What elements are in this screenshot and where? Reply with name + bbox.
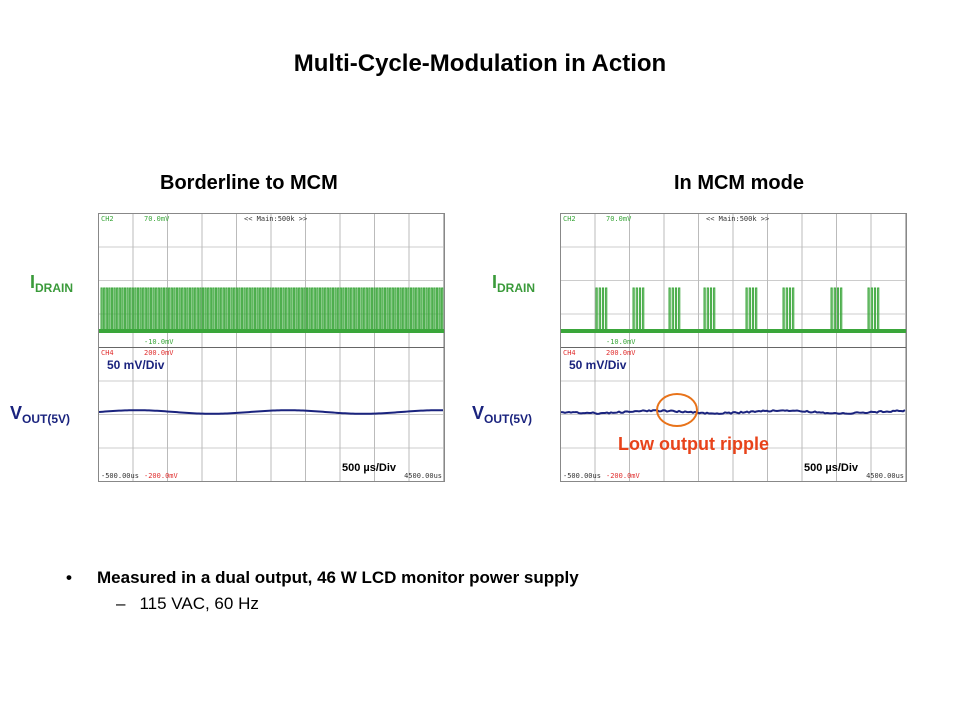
vout-label-right: VOUT(5V) (472, 403, 532, 426)
ripple-highlight-circle (656, 393, 698, 427)
scope-left: CH2 70.0mV << Main:500k >> -10.0mV CH4 2… (98, 213, 445, 482)
drain-baseline (561, 329, 906, 333)
vout-label-left: VOUT(5V) (10, 403, 70, 426)
idrain-label-left: IDRAIN (30, 272, 73, 295)
slide-title: Multi-Cycle-Modulation in Action (0, 50, 960, 78)
output-voltage-trace (99, 410, 443, 414)
idrain-label-right: IDRAIN (492, 272, 535, 295)
drain-current-trace (99, 288, 444, 331)
left-heading: Borderline to MCM (160, 172, 338, 195)
ripple-annotation: Low output ripple (618, 434, 769, 455)
drain-baseline (99, 329, 444, 333)
slide: Multi-Cycle-Modulation in Action Borderl… (0, 0, 960, 720)
drain-current-trace (561, 288, 906, 331)
waveform-traces (99, 214, 444, 481)
right-heading: In MCM mode (674, 172, 804, 195)
output-voltage-trace (561, 410, 905, 414)
sub-bullet-item: –115 VAC, 60 Hz (116, 594, 259, 614)
